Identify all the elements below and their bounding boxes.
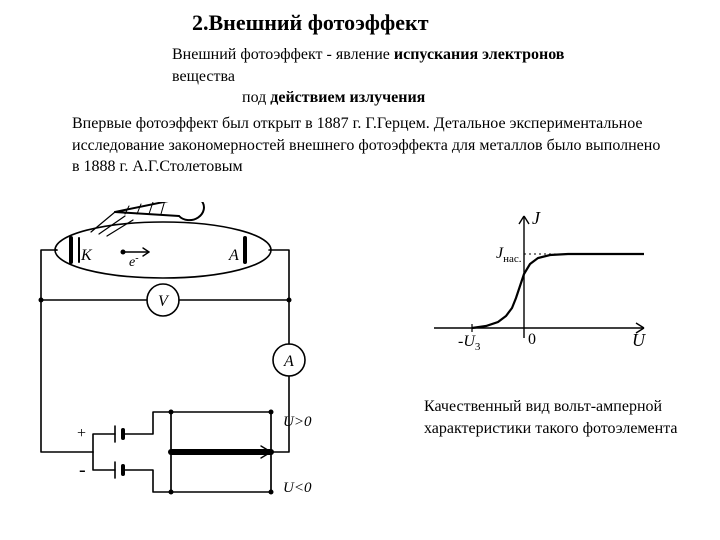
definition-line3: под действием излучения [172, 87, 642, 109]
battery-icon [93, 412, 171, 492]
label-u3: -U3 [458, 333, 481, 353]
history-paragraph: Впервые фотоэффект был открыт в 1887 г. … [72, 113, 662, 178]
definition-line1-text: Внешний фотоэффект - явление [172, 46, 394, 63]
label-u-gt: U>0 [283, 414, 312, 430]
label-voltmeter: V [158, 293, 170, 310]
circuit-diagram: K A e- V A + - U>0 U<0 [33, 202, 373, 522]
iv-curve-icon [472, 254, 644, 328]
label-j-axis: J [532, 208, 541, 228]
definition-block: Внешний фотоэффект - явление испускания … [172, 44, 642, 109]
label-ammeter: A [283, 353, 294, 370]
label-zero: 0 [528, 331, 536, 348]
wire-left-icon [41, 250, 93, 452]
light-source-icon [91, 202, 204, 236]
label-k: K [80, 247, 93, 264]
definition-line3-bold: действием излучения [270, 89, 425, 106]
wire-right-top-icon [269, 250, 289, 300]
label-e: e- [129, 253, 139, 270]
label-minus: - [79, 459, 86, 481]
definition-line1-bold: испускания электронов [394, 46, 565, 63]
reversing-switch-icon [169, 410, 274, 495]
page-title: 2.Внешний фотоэффект [192, 10, 429, 36]
definition-line2: вещества [172, 66, 642, 88]
label-u-lt: U<0 [283, 480, 312, 496]
label-a: A [228, 247, 239, 264]
definition-line3-text: под [242, 89, 270, 106]
definition-line1: Внешний фотоэффект - явление испускания … [172, 44, 642, 66]
label-u-axis: U [632, 330, 646, 350]
label-plus: + [77, 425, 86, 442]
chart-caption: Качественный вид вольт-амперной характер… [424, 396, 704, 439]
label-jsat: Jнас. [496, 245, 522, 265]
page: 2.Внешний фотоэффект Внешний фотоэффект … [0, 0, 720, 540]
iv-chart: J U 0 Jнас. -U3 [428, 208, 654, 360]
cathode-icon [71, 238, 79, 262]
